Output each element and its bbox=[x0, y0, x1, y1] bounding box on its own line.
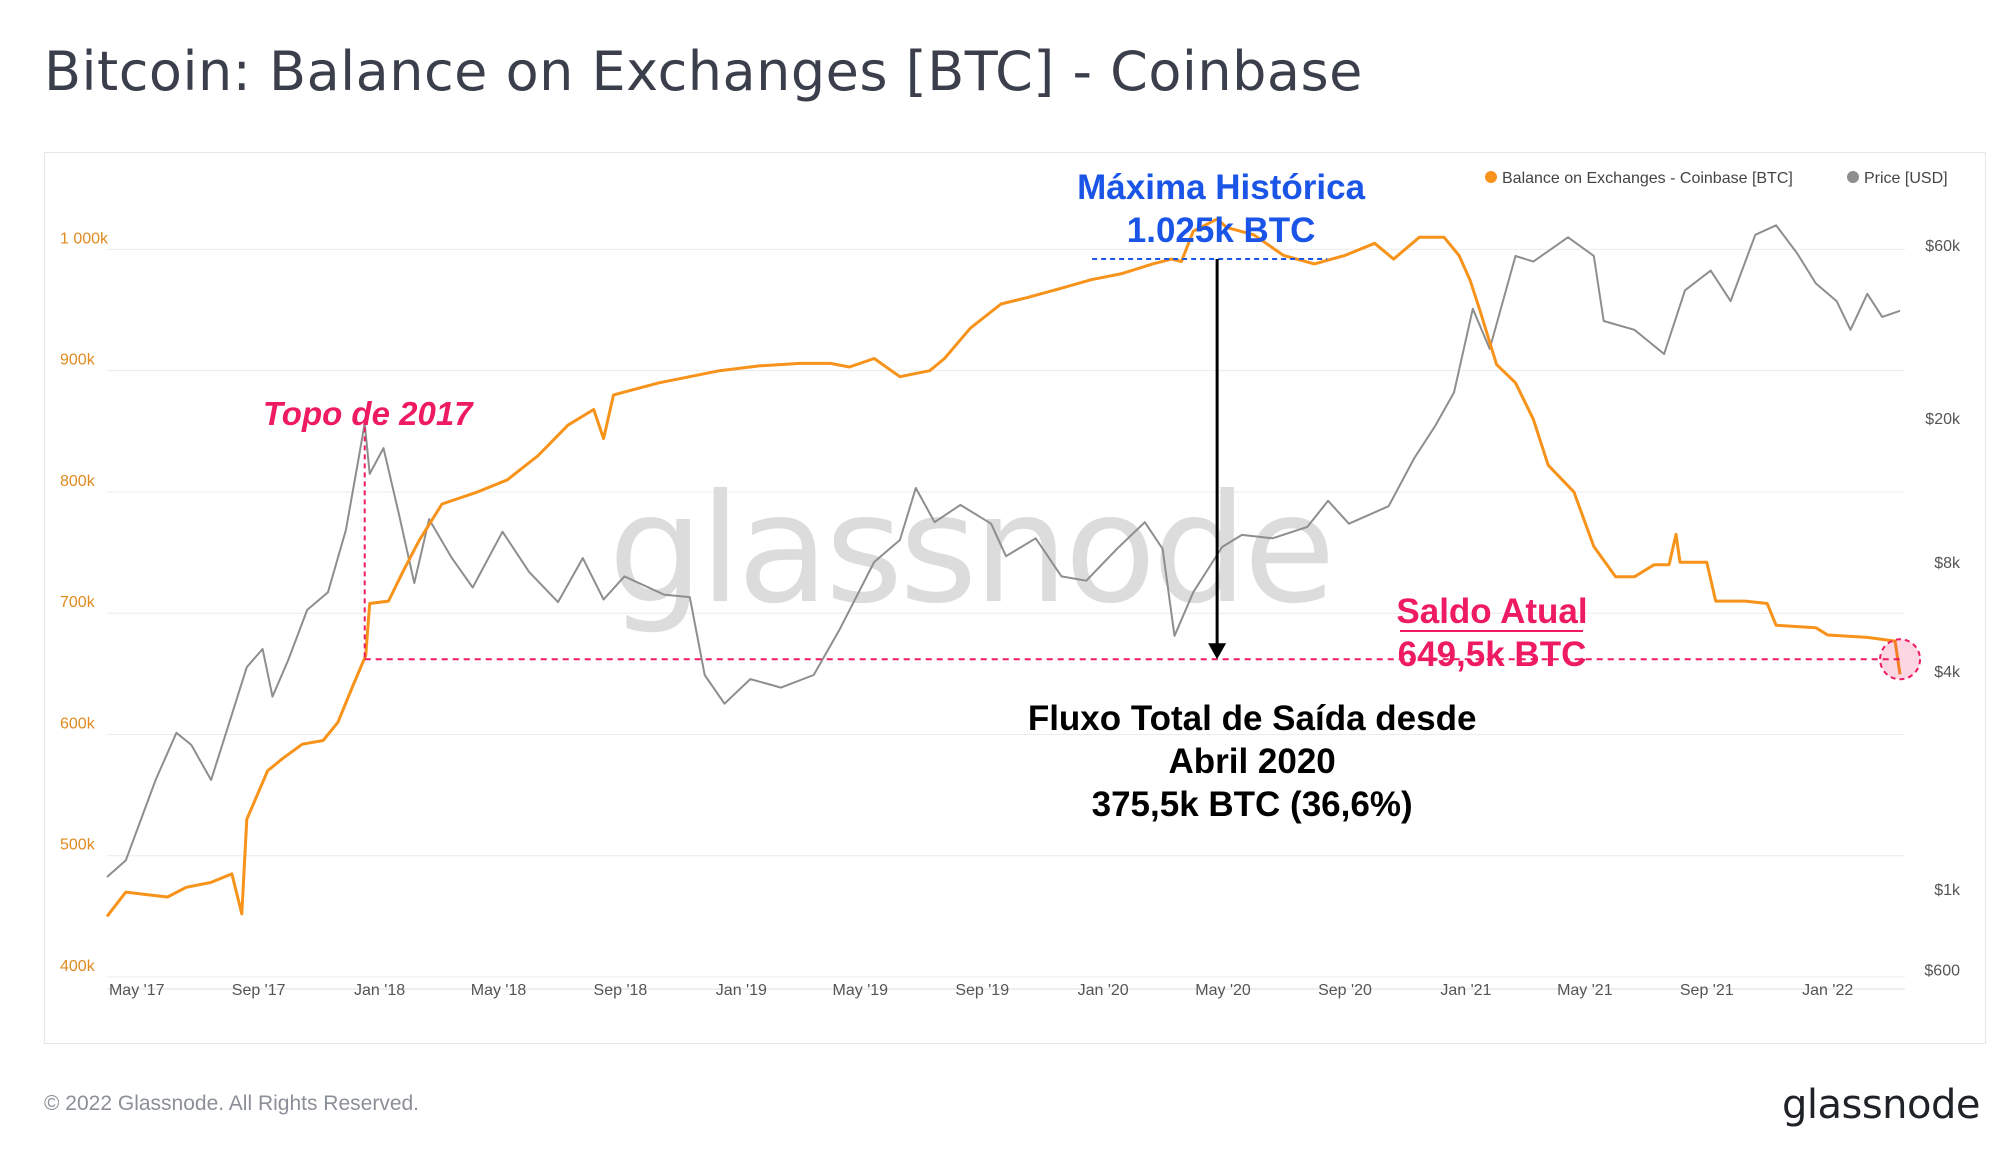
x-axis-tick-label: Sep '18 bbox=[594, 982, 648, 999]
outflow-label-line3: 375,5k BTC (36,6%) bbox=[1092, 785, 1413, 824]
outflow-label-line2: Abril 2020 bbox=[1168, 742, 1335, 781]
brand-logo[interactable]: glassnode bbox=[1781, 1082, 1981, 1128]
current-balance-label: Saldo Atual bbox=[1396, 592, 1587, 631]
right-axis-tick-label: $600 bbox=[1924, 962, 1960, 979]
x-axis-tick-label: Jan '22 bbox=[1802, 982, 1853, 999]
ath-value: 1.025k BTC bbox=[1127, 211, 1316, 250]
x-axis-tick-label: Sep '21 bbox=[1680, 982, 1734, 999]
left-axis-tick-label: 700k bbox=[60, 594, 96, 611]
legend: Balance on Exchanges - Coinbase [BTC] Pr… bbox=[1485, 170, 1948, 187]
annotations: Topo de 2017 Máxima Histórica 1.025k BTC… bbox=[263, 168, 1922, 824]
x-axis-tick-label: Sep '17 bbox=[232, 982, 286, 999]
right-axis-tick-label: $1k bbox=[1934, 882, 1961, 899]
right-axis-tick-label: $60k bbox=[1925, 238, 1961, 255]
chart-svg: glassnode 400k 500k 600k 700k 800k 900k 1 000k… bbox=[60, 168, 1961, 999]
ath-label: Máxima Histórica bbox=[1077, 168, 1365, 207]
right-axis-tick-label: $4k bbox=[1934, 664, 1961, 681]
x-axis-tick-label: May '21 bbox=[1557, 982, 1613, 999]
x-axis-tick-label: Jan '20 bbox=[1078, 982, 1129, 999]
copyright: © 2022 Glassnode. All Rights Reserved. bbox=[44, 1092, 420, 1115]
watermark: glassnode bbox=[608, 463, 1331, 637]
top-2017-label: Topo de 2017 bbox=[263, 395, 474, 432]
x-axis-tick-label: Jan '19 bbox=[716, 982, 767, 999]
left-axis-tick-label: 400k bbox=[60, 958, 96, 975]
chart-title: Bitcoin: Balance on Exchanges [BTC] - Co… bbox=[44, 40, 1363, 103]
left-axis-tick-label: 900k bbox=[60, 352, 96, 369]
current-balance-value: 649,5k BTC bbox=[1398, 635, 1587, 674]
right-axis: $600 $1k $4k $8k $20k $60k bbox=[1924, 238, 1961, 979]
legend-dot-balance bbox=[1485, 171, 1497, 183]
right-axis-tick-label: $8k bbox=[1934, 555, 1961, 572]
x-axis: May '17 Sep '17 Jan '18 May '18 Sep '18 Jan '… bbox=[109, 982, 1853, 999]
x-axis-tick-label: May '20 bbox=[1195, 982, 1251, 999]
outflow-label-line1: Fluxo Total de Saída desde bbox=[1028, 699, 1477, 738]
price-series-line bbox=[106, 224, 1901, 878]
left-axis-tick-label: 800k bbox=[60, 473, 96, 490]
x-axis-tick-label: Sep '20 bbox=[1318, 982, 1372, 999]
outflow-arrow-head bbox=[1208, 643, 1227, 660]
x-axis-tick-label: May '17 bbox=[109, 982, 165, 999]
legend-item-price: Price [USD] bbox=[1864, 170, 1948, 187]
right-axis-tick-label: $20k bbox=[1925, 411, 1961, 428]
chart-frame: glassnode 400k 500k 600k 700k 800k 900k 1 000k… bbox=[44, 152, 1986, 1044]
gridlines bbox=[107, 248, 1905, 990]
x-axis-tick-label: May '18 bbox=[471, 982, 527, 999]
x-axis-tick-label: Sep '19 bbox=[955, 982, 1009, 999]
legend-dot-price bbox=[1847, 171, 1859, 183]
left-axis-tick-label: 1 000k bbox=[60, 230, 109, 247]
x-axis-tick-label: Jan '18 bbox=[354, 982, 405, 999]
current-balance-marker bbox=[1879, 638, 1922, 681]
left-axis-tick-label: 600k bbox=[60, 715, 96, 732]
left-axis-tick-label: 500k bbox=[60, 837, 96, 854]
left-axis: 400k 500k 600k 700k 800k 900k 1 000k bbox=[60, 230, 109, 975]
balance-series-line bbox=[105, 217, 1902, 918]
series-layer bbox=[105, 217, 1902, 918]
legend-item-balance: Balance on Exchanges - Coinbase [BTC] bbox=[1502, 170, 1793, 187]
x-axis-tick-label: May '19 bbox=[833, 982, 889, 999]
x-axis-tick-label: Jan '21 bbox=[1440, 982, 1491, 999]
